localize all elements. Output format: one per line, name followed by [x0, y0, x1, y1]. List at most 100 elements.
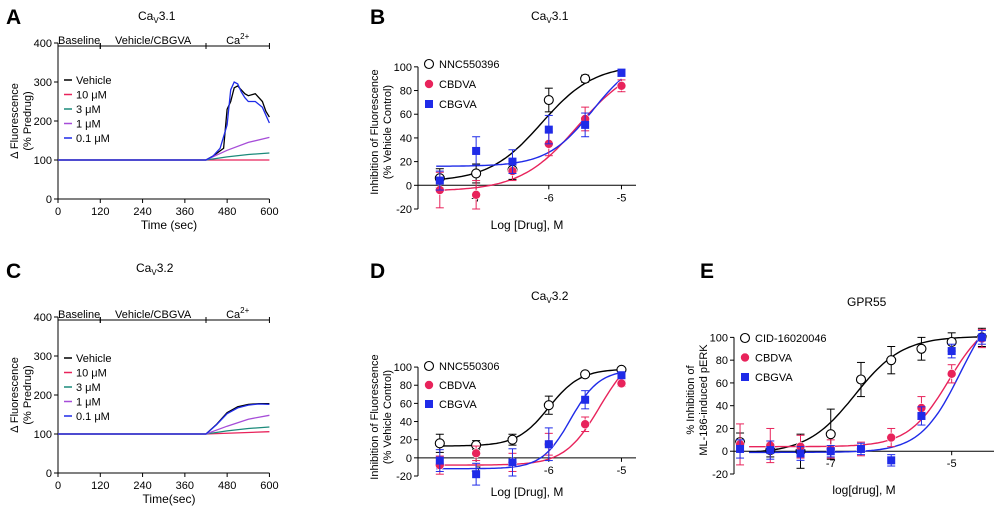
- x-tick-label-a: 360: [176, 206, 194, 218]
- point-cbgva-b: [508, 157, 517, 166]
- point-cbgva-d: [581, 395, 590, 404]
- x-axis-label-a: Time (sec): [141, 218, 197, 232]
- point-cbdva-d: [616, 378, 627, 389]
- legend-label-cbdva-e: CBDVA: [755, 353, 793, 365]
- point-cbgva-e: [917, 411, 926, 420]
- legend-label-nnc550396-b: NNC550396: [439, 59, 500, 71]
- point-cbgva-e: [947, 347, 956, 356]
- point-nnc550306-d: [434, 438, 445, 449]
- point-nnc550396-b-legend: [423, 58, 435, 70]
- legend-label-cbgva-b: CBGVA: [439, 99, 477, 111]
- point-nnc550396-b: [543, 94, 554, 106]
- y-axis-label-a: Δ Fluorescence: [9, 83, 21, 159]
- point-nnc550306-d: [507, 434, 518, 445]
- point-nnc550306-d: [543, 400, 554, 411]
- y-tick-label-a: 0: [46, 194, 52, 206]
- point-cid-16020046-e-legend: [739, 332, 751, 344]
- y-tick-label-e: 100: [710, 332, 728, 344]
- legend-label-1-m-a: 1 μM: [76, 119, 101, 131]
- y-tick-label-b: 80: [400, 86, 412, 98]
- x-axis-label-c: Time(sec): [143, 492, 196, 506]
- point-cbdva-e: [886, 432, 897, 443]
- chart-e: -20 0 20 40 60 80 100 % Inhibition of ML-186-ind…: [685, 327, 994, 497]
- legend-label-cbgva-e: CBGVA: [755, 372, 793, 384]
- y-axis-label-2-c: (% Predrug): [22, 365, 34, 424]
- point-cbgva-d: [508, 458, 517, 467]
- fit-curve-cbdva-b: [436, 83, 622, 191]
- panel-letter-a: A: [6, 6, 21, 29]
- legend-label-3-m-a: 3 μM: [76, 104, 101, 116]
- point-nnc550396-b: [471, 168, 482, 179]
- y-tick-label-c: 0: [46, 468, 52, 480]
- x-tick-label-c: 600: [260, 480, 278, 492]
- trace-0-1-m-a: [58, 81, 270, 161]
- point-cbdva-d-legend: [424, 380, 434, 390]
- y-tick-label-d: 0: [406, 453, 412, 465]
- point-cbgva-b: [617, 68, 626, 77]
- point-cbgva-d: [435, 456, 444, 465]
- x-tick-label-c: 0: [55, 480, 61, 492]
- y-tick-label-d: 100: [394, 362, 412, 374]
- trace-0-1-m-c: [58, 403, 270, 435]
- y-tick-label-e: -20: [712, 469, 728, 481]
- point-cid-16020046-e: [825, 429, 836, 440]
- x-tick-label-c: 360: [176, 480, 194, 492]
- panel-letter-b: B: [370, 6, 385, 29]
- trace-vehicle-a: [58, 85, 270, 161]
- x-tick-label-a: 120: [91, 206, 109, 218]
- chart-b: -20 0 20 40 60 80 100 Inhibition of Fluorescenc…: [369, 58, 636, 232]
- phase-label-vehicle-cbgva-a: Vehicle/CBGVA: [115, 35, 192, 47]
- x-tick-label-a: 0: [55, 206, 61, 218]
- x-axis-label-b: Log [Drug], M: [491, 218, 564, 232]
- y-tick-label-b: 100: [394, 62, 412, 74]
- point-cid-16020046-e: [916, 343, 927, 354]
- y-tick-label-c: 300: [34, 351, 52, 363]
- point-cbdva-d: [580, 419, 590, 430]
- x-tick-label-a: 600: [260, 206, 278, 218]
- chart-title-d: CaV3.2: [531, 289, 569, 305]
- chart-title-e: GPR55: [847, 295, 887, 309]
- chart-title-b: CaV3.1: [531, 9, 569, 25]
- x-tick-label-c: 240: [133, 480, 151, 492]
- y-tick-label-d: -20: [396, 471, 412, 483]
- y-axis-label-2-d: (% Vehicle Control): [382, 370, 394, 464]
- phase-label-baseline-c: Baseline: [58, 309, 100, 321]
- y-tick-label-c: 400: [34, 312, 52, 324]
- fit-curve-nnc550396-b: [436, 69, 622, 181]
- point-cbgva-e: [887, 456, 896, 465]
- point-nnc550306-d-legend: [423, 360, 435, 372]
- x-tick-label-b: -6: [544, 192, 554, 204]
- y-tick-label-c: 100: [34, 429, 52, 441]
- legend-label-10-m-c: 10 μM: [76, 368, 107, 380]
- x-axis-label-e: log[drug], M: [832, 483, 895, 497]
- legend-label-nnc550306-d: NNC550306: [439, 361, 500, 373]
- x-axis-label-d: Log [Drug], M: [491, 485, 564, 499]
- point-cbgva-b: [435, 176, 444, 185]
- phase-label-baseline-a: Baseline: [58, 35, 100, 47]
- point-cbgva-d: [544, 440, 553, 449]
- legend-label-0-1-m-a: 0.1 μM: [76, 133, 110, 145]
- legend-label-vehicle-a: Vehicle: [76, 75, 111, 87]
- point-cbgva-d: [472, 470, 481, 479]
- fit-curve-cbdva-e: [749, 335, 983, 448]
- y-tick-label-d: 60: [400, 398, 412, 410]
- y-axis-label-2-e: ML-186-induced pERK: [698, 344, 710, 456]
- legend-label-cbgva-d: CBGVA: [439, 399, 477, 411]
- x-tick-label-a: 480: [218, 206, 236, 218]
- legend-label-cbdva-b: CBDVA: [439, 79, 477, 91]
- x-tick-label-a: 240: [133, 206, 151, 218]
- point-cid-16020046-e: [886, 355, 897, 366]
- y-tick-label-d: 20: [400, 435, 412, 447]
- point-cid-16020046-e: [855, 374, 867, 385]
- point-cbgva-b: [581, 120, 590, 129]
- y-tick-label-b: 60: [400, 109, 412, 121]
- y-tick-label-d: 80: [400, 380, 412, 392]
- y-axis-label-2-a: (% Predrug): [22, 91, 34, 150]
- y-tick-label-e: 40: [716, 401, 728, 413]
- chart-a: 0 100 200 300 400 Δ Fluorescence (% Predrug) 0 1…: [9, 32, 279, 232]
- y-axis-label-e: % Inhibition of: [685, 365, 697, 435]
- y-tick-label-c: 200: [34, 390, 52, 402]
- point-cbgva-d-legend: [425, 400, 433, 408]
- x-tick-label-d: -5: [617, 465, 627, 477]
